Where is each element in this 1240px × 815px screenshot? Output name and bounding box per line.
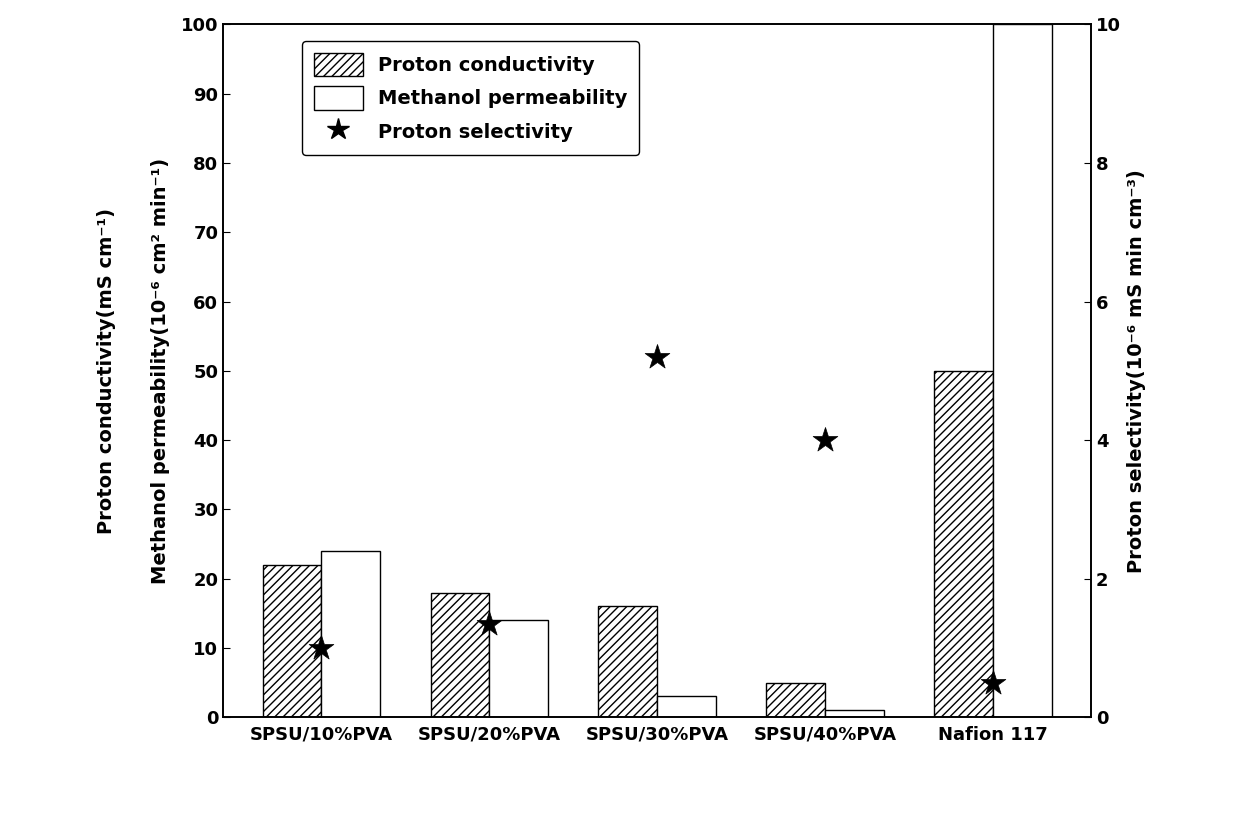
Point [983, 676, 1003, 689]
Point [311, 641, 331, 654]
Bar [993, 24, 1052, 717]
Bar [321, 551, 381, 717]
Bar [490, 620, 548, 717]
Point [647, 350, 667, 363]
Y-axis label: Proton selectivity(10⁻⁶ mS min cm⁻³): Proton selectivity(10⁻⁶ mS min cm⁻³) [1127, 169, 1146, 573]
Bar [263, 565, 321, 717]
Point [480, 617, 500, 630]
Bar [934, 371, 993, 717]
Legend: Proton conductivity, Methanol permeability, Proton selectivity: Proton conductivity, Methanol permeabili… [303, 41, 640, 155]
Bar [825, 710, 884, 717]
Bar [430, 593, 490, 717]
Point [815, 434, 835, 447]
Bar [599, 606, 657, 717]
Bar [657, 696, 715, 717]
Text: Proton conductivity(mS cm⁻¹): Proton conductivity(mS cm⁻¹) [97, 208, 115, 534]
Bar [766, 683, 825, 717]
Y-axis label: Methanol permeability(10⁻⁶ cm² min⁻¹): Methanol permeability(10⁻⁶ cm² min⁻¹) [151, 158, 170, 584]
